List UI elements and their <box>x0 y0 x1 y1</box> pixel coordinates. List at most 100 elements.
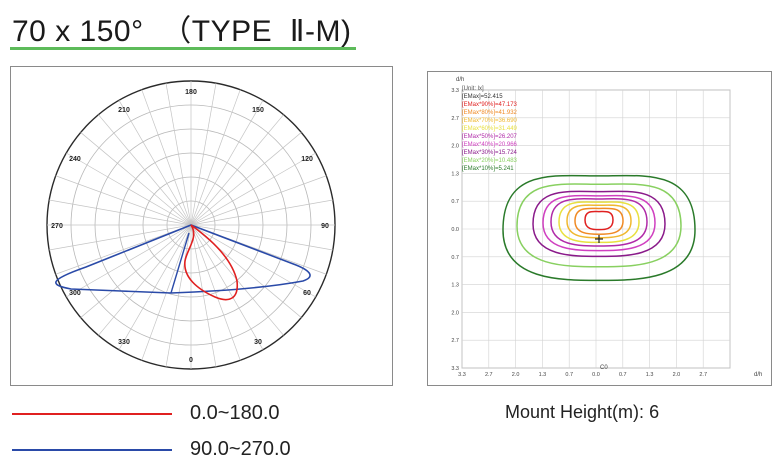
polar-grid-spoke <box>118 224 192 350</box>
polar-grid-spoke <box>66 224 192 298</box>
isolux-x-tick: 2.0 <box>512 372 520 378</box>
isolux-contour <box>574 207 624 235</box>
polar-grid-spoke <box>165 83 192 226</box>
polar-grid-spoke <box>80 224 192 318</box>
isolux-legend-entry: [EMax*10%]=5.241 <box>462 166 514 172</box>
polar-angle-label: 210 <box>118 107 130 114</box>
polar-angle-label: 120 <box>301 156 313 163</box>
isolux-diagram-panel: 3.3 2.7 2.0 1.3 0.7 0.0 0.7 1.3 2.0 2.7 3.3 2.7 2.0 1… <box>427 71 772 386</box>
isolux-x-tick: 1.3 <box>646 372 654 378</box>
legend-label-90-270: 90.0~270.0 <box>190 438 291 460</box>
polar-grid-spoke <box>165 224 192 367</box>
polar-grid-spoke <box>190 83 217 226</box>
isolux-x-tick: 0.7 <box>619 372 627 378</box>
title-underline <box>10 47 356 50</box>
isolux-x-tick: 3.3 <box>458 372 466 378</box>
polar-angle-label: 0 <box>189 357 193 364</box>
isolux-emax-label: [EMax]=52.415 <box>462 94 503 100</box>
isolux-y-tick: 2.7 <box>451 338 459 344</box>
polar-grid-spoke <box>66 152 192 226</box>
polar-grid-spoke <box>190 199 333 226</box>
isolux-contour <box>502 174 696 282</box>
isolux-y-tick: 2.0 <box>451 310 459 316</box>
isolux-legend-entry: [EMax*20%]=10.483 <box>462 158 518 164</box>
legend-swatch-blue <box>12 448 172 451</box>
isolux-y-tick: 1.3 <box>451 171 459 177</box>
legend-label-0-180: 0.0~180.0 <box>190 402 280 424</box>
isolux-y-tick: 2.7 <box>451 116 459 122</box>
polar-grid-spoke <box>80 132 192 226</box>
isolux-y-tick: 0.7 <box>451 199 459 205</box>
mount-height-value: 6 <box>649 402 660 422</box>
isolux-legend-entry: [EMax*30%]=15.724 <box>462 150 518 156</box>
polar-grid-spoke <box>190 132 302 226</box>
isolux-x-tick: 2.0 <box>673 372 681 378</box>
polar-grid-spoke <box>55 175 192 226</box>
polar-angle-label: 180 <box>185 89 197 96</box>
isolux-y-tick: 3.3 <box>451 366 459 372</box>
polar-curve-90-270-spoke <box>170 232 190 294</box>
legend-item-0-180: 0.0~180.0 <box>12 402 280 425</box>
mount-height-label: Mount Height(m): <box>505 402 645 422</box>
isolux-y-tick: 0.0 <box>451 227 459 233</box>
isolux-x-tick: 2.7 <box>485 372 493 378</box>
isolux-y-axis-label: d/h <box>456 77 464 83</box>
isolux-contour <box>584 210 614 231</box>
polar-angle-label: 60 <box>303 290 311 297</box>
polar-grid-spoke <box>118 100 192 226</box>
isolux-x-axis-label: d/h <box>754 372 762 378</box>
polar-grid-spoke <box>190 100 264 226</box>
isolux-contour <box>516 183 682 268</box>
polar-angle-label: 240 <box>69 156 81 163</box>
isolux-contour <box>550 198 648 247</box>
polar-grid-spoke <box>98 114 192 226</box>
isolux-contour <box>542 194 656 252</box>
polar-grid-spoke <box>190 224 316 298</box>
polar-angle-label: 90 <box>321 223 329 230</box>
polar-diagram-panel: 0 30 60 90 120 150 180 210 240 270 300 330 <box>10 66 393 386</box>
isolux-diagram: 3.3 2.7 2.0 1.3 0.7 0.0 0.7 1.3 2.0 2.7 3.3 2.7 2.0 1… <box>451 77 762 378</box>
polar-angle-label: 150 <box>252 107 264 114</box>
polar-grid-spoke <box>190 114 284 226</box>
isolux-legend-entry: [EMax*80%]=41.932 <box>462 110 518 116</box>
polar-grid-spoke <box>141 89 192 226</box>
polar-curve-0-180 <box>184 224 239 301</box>
polar-grid-spoke <box>98 224 192 336</box>
isolux-x-tick: 0.7 <box>565 372 573 378</box>
polar-grid-spoke <box>190 224 241 361</box>
isolux-y-tick: 0.7 <box>451 255 459 261</box>
polar-diagram: 0 30 60 90 120 150 180 210 240 270 300 330 <box>46 80 336 370</box>
isolux-legend-entry: [EMax*40%]=20.966 <box>462 142 518 148</box>
isolux-x-tick: 0.0 <box>592 372 600 378</box>
polar-grid-spoke <box>190 224 264 350</box>
polar-angle-label: 270 <box>51 223 63 230</box>
polar-grid-spoke <box>190 175 327 226</box>
isolux-contours <box>502 174 696 282</box>
polar-grid-spoke <box>49 199 192 226</box>
legend-item-90-270: 90.0~270.0 <box>12 438 291 461</box>
isolux-contour <box>566 204 632 239</box>
isolux-y-tick: 2.0 <box>451 144 459 150</box>
isolux-c0-label: C0 <box>600 365 608 371</box>
isolux-legend-entry: [EMax*90%]=47.173 <box>462 102 518 108</box>
isolux-contour <box>558 201 640 244</box>
polar-grid-spoke <box>49 224 192 251</box>
polar-angle-label: 300 <box>69 290 81 297</box>
polar-angle-label: 330 <box>118 339 130 346</box>
isolux-legend-entry: [EMax*50%]=26.207 <box>462 134 518 140</box>
isolux-x-tick: 1.3 <box>539 372 547 378</box>
polar-angle-labels: 0 30 60 90 120 150 180 210 240 270 300 330 <box>51 89 329 364</box>
isolux-legend: [Unit: lx] [EMax]=52.415 [EMax*90%]=47.1… <box>462 86 518 172</box>
luminaire-position-marker <box>595 235 603 243</box>
polar-grid-spoke <box>190 224 217 367</box>
isolux-unit-label: [Unit: lx] <box>462 86 484 92</box>
polar-grid-spoke <box>190 224 333 251</box>
page-title: 70 x 150° （TYPE Ⅱ-M) <box>12 15 352 48</box>
isolux-legend-entry: [EMax*60%]=31.449 <box>462 126 518 132</box>
isolux-contour <box>532 190 666 258</box>
isolux-y-tick: 1.3 <box>451 283 459 289</box>
mount-height: Mount Height(m): 6 <box>505 402 659 423</box>
polar-curve-90-270 <box>55 224 311 294</box>
isolux-tick-labels: 3.3 2.7 2.0 1.3 0.7 0.0 0.7 1.3 2.0 2.7 3.3 2.7 2.0 1… <box>451 88 707 378</box>
polar-grid-spoke <box>190 89 241 226</box>
